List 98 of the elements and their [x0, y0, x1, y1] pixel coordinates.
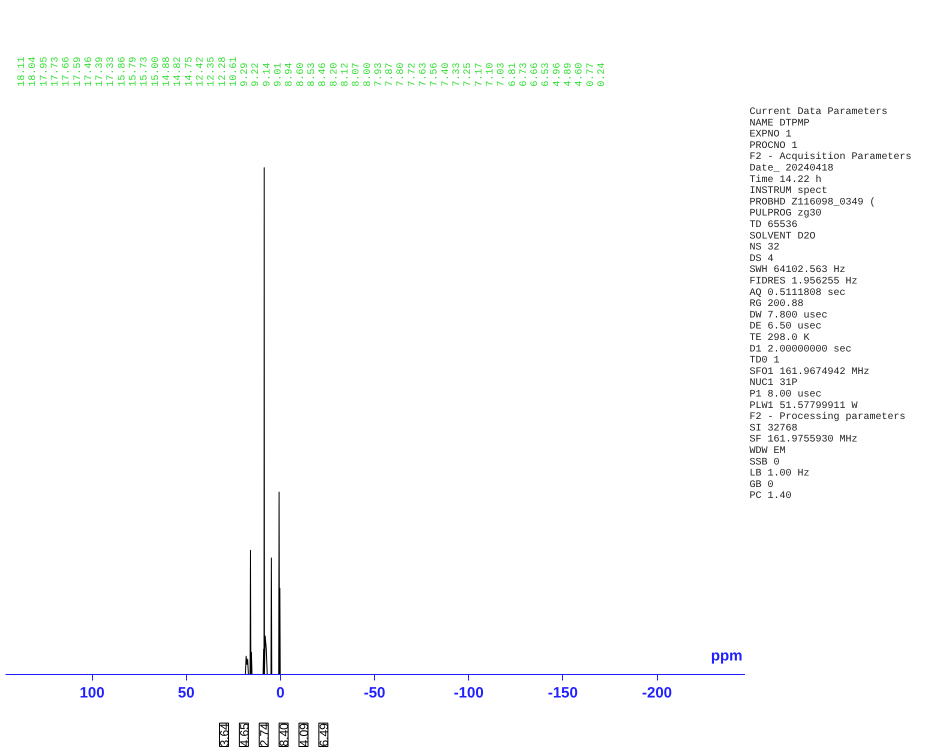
text: 7.80 — [396, 62, 408, 87]
text: NS 32 — [749, 242, 780, 254]
text: 14.75 — [184, 56, 196, 87]
text: 9.22 — [251, 62, 262, 87]
text: 17.33 — [106, 56, 118, 87]
text: PC 1.40 — [749, 491, 792, 502]
x-axis-title: ppm — [710, 647, 743, 664]
text: TE 298.0 K — [749, 333, 810, 344]
text: 6.66 — [530, 62, 542, 87]
text: 8.40 — [277, 722, 292, 746]
text: 7.33 — [452, 62, 463, 87]
text: 7.25 — [463, 62, 474, 87]
text: 12.42 — [195, 56, 206, 87]
text: Date_ 20240418 — [749, 164, 834, 174]
text: D1 2.00000000 sec — [749, 344, 852, 356]
text: 17.95 — [39, 56, 50, 87]
text: 7.87 — [385, 62, 396, 87]
text: LB 1.00 Hz — [749, 468, 810, 480]
text: 9.29 — [240, 62, 252, 87]
text: AQ 0.5111808 sec — [749, 288, 846, 299]
text: 12.35 — [206, 56, 218, 87]
text: 8.94 — [284, 62, 296, 87]
text: 8.20 — [329, 62, 340, 87]
text: 14.88 — [162, 56, 173, 87]
text: 15.73 — [140, 56, 151, 87]
text: 0.77 — [586, 62, 597, 87]
text: 8.07 — [352, 62, 363, 87]
text: DW 7.800 usec — [749, 310, 828, 322]
text: 8.00 — [362, 62, 374, 87]
text: SOLVENT D2O — [749, 231, 816, 242]
text: Current Data Parameters — [749, 107, 888, 118]
x-tick-label: -50 — [364, 684, 386, 702]
text: PROBHD Z116098_0349 ( — [749, 196, 876, 208]
text: TD 65536 — [749, 220, 798, 231]
text: INSTRUM spect — [749, 186, 828, 198]
text: 17.73 — [50, 56, 62, 87]
text: GB 0 — [749, 480, 774, 491]
text: 7.72 — [407, 62, 418, 87]
text: 7.40 — [440, 62, 452, 87]
x-tick-label: -200 — [642, 684, 672, 702]
text: 6.73 — [518, 62, 530, 87]
text: 3.64 — [218, 722, 232, 746]
text: 17.59 — [72, 56, 84, 87]
x-tick-label: 0 — [276, 684, 285, 702]
text: 18.11 — [17, 56, 28, 87]
text: PULPROG zg30 — [749, 208, 822, 220]
text: 15.79 — [128, 56, 140, 87]
x-tick-label: 100 — [80, 684, 105, 702]
text: Time 14.22 h — [749, 174, 822, 186]
text: 14.82 — [173, 56, 184, 87]
text: 15.86 — [117, 56, 128, 87]
text: 7.10 — [485, 62, 496, 87]
text: TD0 1 — [749, 356, 780, 367]
text: 18.04 — [28, 56, 40, 87]
text: 0.24 — [597, 62, 608, 87]
text: PLW1 51.57799911 W — [749, 400, 858, 412]
text: 17.66 — [62, 56, 73, 87]
text: 6.53 — [541, 62, 552, 87]
text: 9.14 — [262, 62, 274, 87]
text: 6.81 — [508, 62, 519, 87]
text: DE 6.50 usec — [749, 322, 822, 333]
text: 12.28 — [218, 56, 229, 87]
text: RG 200.88 — [749, 299, 804, 310]
text: WDW EM — [749, 446, 786, 457]
text: 4.60 — [574, 62, 586, 87]
text: P1 8.00 usec — [749, 390, 822, 400]
text: 9.01 — [274, 62, 285, 87]
text: 7.93 — [374, 62, 385, 87]
text: EXPNO 1 — [749, 130, 792, 141]
text: 7.63 — [418, 62, 430, 87]
text: 7.56 — [430, 62, 441, 87]
text: 7.17 — [474, 62, 486, 87]
text: SI 32768 — [749, 423, 798, 434]
text: 8.46 — [318, 62, 330, 87]
text: 8.12 — [340, 62, 352, 87]
text: 17.39 — [95, 56, 106, 87]
text: FIDRES 1.956255 Hz — [749, 276, 858, 288]
text: 8.60 — [296, 62, 307, 87]
text: 15.00 — [150, 56, 162, 87]
x-tick-label: -150 — [548, 684, 578, 702]
text: 10.61 — [228, 56, 240, 87]
text: F2 - Processing parameters — [749, 411, 906, 424]
text: 4.96 — [552, 62, 564, 87]
text: F2 - Acquisition Parameters — [749, 151, 912, 164]
text: SSB 0 — [749, 457, 780, 468]
text: DS 4 — [749, 254, 774, 265]
text: 4.89 — [564, 62, 575, 87]
x-tick-label: -100 — [454, 684, 484, 702]
text: NUC1 31P — [749, 378, 798, 390]
text: SFO1 161.9674942 MHz — [749, 366, 870, 378]
text: NAME DTPMP — [749, 118, 810, 130]
text: SWH 64102.563 Hz — [749, 265, 846, 276]
x-tick-label: 50 — [178, 684, 195, 702]
text: 17.46 — [84, 56, 95, 87]
text: PROCNO 1 — [749, 140, 798, 152]
text: 7.03 — [496, 62, 508, 87]
text: 8.53 — [307, 62, 318, 87]
text: SF 161.9755930 MHz — [749, 434, 858, 446]
